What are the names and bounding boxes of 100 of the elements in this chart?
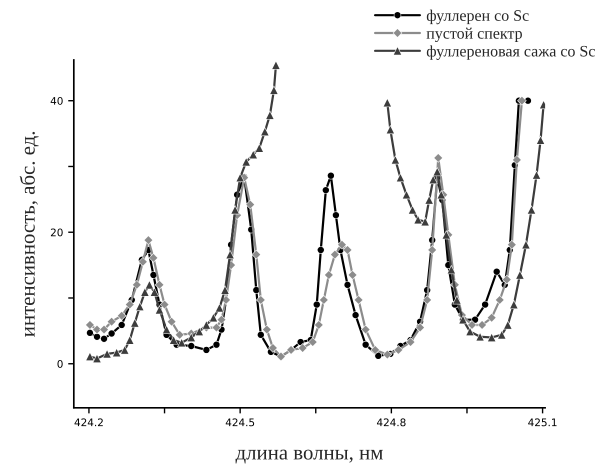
point bbox=[536, 136, 546, 145]
point bbox=[226, 250, 235, 260]
x-tick-label: 424.8 bbox=[376, 418, 406, 426]
legend-label: пустой спектр bbox=[426, 28, 522, 42]
point bbox=[220, 286, 230, 295]
point bbox=[390, 155, 400, 164]
point bbox=[125, 336, 134, 345]
point bbox=[527, 205, 536, 214]
point bbox=[99, 324, 109, 334]
point bbox=[332, 211, 340, 219]
point bbox=[112, 348, 122, 358]
point bbox=[422, 295, 432, 305]
point bbox=[86, 329, 94, 337]
point bbox=[503, 320, 512, 330]
point bbox=[348, 270, 358, 280]
point bbox=[406, 337, 416, 347]
point bbox=[257, 331, 265, 339]
point bbox=[162, 325, 172, 334]
point bbox=[154, 280, 164, 290]
point bbox=[155, 305, 164, 314]
point bbox=[130, 318, 140, 328]
point bbox=[125, 300, 134, 310]
point bbox=[85, 352, 94, 361]
point bbox=[476, 332, 485, 342]
point bbox=[120, 345, 130, 354]
point bbox=[215, 303, 224, 312]
point bbox=[148, 253, 158, 263]
point bbox=[434, 153, 443, 163]
point bbox=[132, 280, 142, 290]
point bbox=[102, 349, 112, 358]
point bbox=[118, 321, 126, 329]
point bbox=[256, 295, 266, 305]
point bbox=[497, 330, 506, 340]
point bbox=[322, 186, 330, 194]
point bbox=[402, 190, 411, 200]
point bbox=[212, 322, 222, 332]
point bbox=[386, 125, 395, 134]
point bbox=[522, 240, 530, 250]
point bbox=[512, 155, 522, 165]
x-tick-label: 425.1 bbox=[528, 418, 557, 426]
point bbox=[342, 245, 352, 255]
point bbox=[324, 270, 334, 280]
point bbox=[330, 250, 340, 260]
point bbox=[268, 343, 278, 353]
point bbox=[308, 337, 318, 347]
point bbox=[271, 60, 280, 70]
point bbox=[150, 288, 159, 297]
point bbox=[260, 127, 270, 136]
point bbox=[216, 314, 226, 324]
y-axis-title: интенсивность, абс. ед. bbox=[20, 132, 39, 337]
point bbox=[116, 311, 126, 320]
y-tick-label: 40 bbox=[50, 96, 63, 105]
point bbox=[481, 300, 489, 308]
x-axis-title: длина волны, нм bbox=[236, 450, 383, 464]
point bbox=[93, 333, 101, 341]
y-tick-label: 20 bbox=[50, 228, 63, 236]
point bbox=[467, 320, 477, 330]
legend-label: фуллерен со Sc bbox=[426, 10, 529, 24]
point bbox=[106, 316, 116, 326]
point bbox=[436, 190, 446, 200]
point bbox=[92, 354, 102, 363]
point bbox=[442, 230, 451, 240]
point bbox=[242, 157, 251, 166]
point bbox=[236, 173, 245, 182]
point bbox=[509, 300, 518, 310]
point bbox=[492, 268, 500, 276]
point bbox=[374, 352, 382, 360]
point bbox=[144, 280, 154, 290]
point bbox=[370, 345, 380, 355]
point bbox=[194, 327, 204, 336]
point bbox=[532, 170, 541, 180]
point bbox=[212, 340, 220, 348]
x-tick-label: 424.5 bbox=[226, 418, 254, 426]
point bbox=[452, 296, 462, 304]
point bbox=[140, 288, 150, 297]
point bbox=[319, 295, 329, 305]
point bbox=[495, 295, 504, 305]
point bbox=[420, 217, 430, 226]
point bbox=[166, 316, 176, 326]
point bbox=[354, 295, 364, 305]
point bbox=[169, 336, 178, 345]
point bbox=[186, 333, 196, 342]
point bbox=[477, 320, 487, 330]
point bbox=[208, 313, 218, 322]
point bbox=[269, 86, 278, 95]
point bbox=[313, 300, 321, 308]
point bbox=[138, 257, 148, 267]
point bbox=[85, 320, 95, 330]
point bbox=[252, 250, 261, 260]
point bbox=[352, 311, 360, 319]
point bbox=[108, 330, 116, 338]
point bbox=[298, 343, 308, 353]
point bbox=[360, 324, 370, 334]
point bbox=[446, 265, 456, 274]
point bbox=[262, 324, 272, 334]
point bbox=[415, 322, 425, 332]
point bbox=[265, 110, 274, 120]
point bbox=[230, 205, 240, 214]
point bbox=[362, 340, 370, 348]
point bbox=[100, 335, 108, 343]
